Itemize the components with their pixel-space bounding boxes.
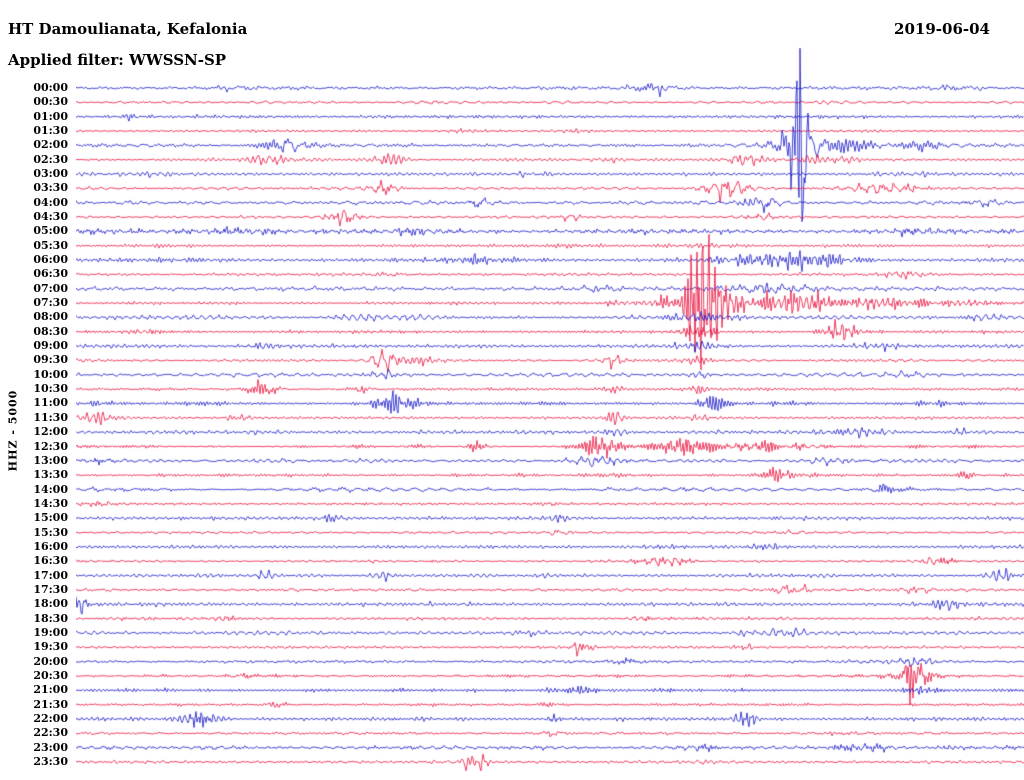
time-label: 13:30 bbox=[33, 468, 68, 482]
time-label: 13:00 bbox=[33, 453, 68, 467]
time-label: 18:00 bbox=[33, 597, 68, 611]
time-label: 05:00 bbox=[33, 224, 68, 238]
time-label: 12:00 bbox=[33, 425, 68, 439]
time-label: 02:00 bbox=[33, 138, 68, 152]
time-label: 05:30 bbox=[33, 238, 68, 252]
time-label: 19:00 bbox=[33, 625, 68, 639]
time-label: 00:30 bbox=[33, 95, 68, 109]
time-label: 11:30 bbox=[33, 410, 68, 424]
time-label: 10:00 bbox=[33, 367, 68, 381]
time-label: 08:30 bbox=[33, 324, 68, 338]
time-label: 08:00 bbox=[33, 310, 68, 324]
time-label: 01:30 bbox=[33, 124, 68, 138]
time-label: 09:30 bbox=[33, 353, 68, 367]
time-label: 23:30 bbox=[33, 754, 68, 768]
time-label: 14:30 bbox=[33, 496, 68, 510]
time-label: 09:00 bbox=[33, 339, 68, 353]
time-label: 03:00 bbox=[33, 167, 68, 181]
time-label: 16:00 bbox=[33, 539, 68, 553]
time-label: 11:00 bbox=[33, 396, 68, 410]
time-label: 10:30 bbox=[33, 382, 68, 396]
time-label: 12:30 bbox=[33, 439, 68, 453]
time-label: 03:30 bbox=[33, 181, 68, 195]
time-label: 01:00 bbox=[33, 109, 68, 123]
time-label: 19:30 bbox=[33, 640, 68, 654]
time-label: 00:00 bbox=[33, 81, 68, 94]
time-label: 16:30 bbox=[33, 554, 68, 568]
time-label: 15:30 bbox=[33, 525, 68, 539]
time-label: 22:00 bbox=[33, 711, 68, 725]
time-label: 18:30 bbox=[33, 611, 68, 625]
time-label: 21:00 bbox=[33, 683, 68, 697]
time-label: 22:30 bbox=[33, 726, 68, 740]
time-label: 17:00 bbox=[33, 568, 68, 582]
time-label: 02:30 bbox=[33, 152, 68, 166]
time-label: 15:00 bbox=[33, 511, 68, 525]
time-label: 20:00 bbox=[33, 654, 68, 668]
time-label: 21:30 bbox=[33, 697, 68, 711]
time-label: 23:00 bbox=[33, 740, 68, 754]
time-label: 04:00 bbox=[33, 195, 68, 209]
time-label: 17:30 bbox=[33, 582, 68, 596]
time-label: 04:30 bbox=[33, 210, 68, 224]
time-label: 06:00 bbox=[33, 253, 68, 267]
time-label: 07:30 bbox=[33, 296, 68, 310]
time-label: 06:30 bbox=[33, 267, 68, 281]
seismogram-traces-canvas bbox=[76, 0, 1024, 780]
time-label: 20:30 bbox=[33, 668, 68, 682]
time-axis-labels: 00:00 00:30 01:00 01:30 02:00 02:30 03:00 03:30… bbox=[0, 0, 72, 780]
time-label: 14:00 bbox=[33, 482, 68, 496]
time-label: 07:00 bbox=[33, 281, 68, 295]
